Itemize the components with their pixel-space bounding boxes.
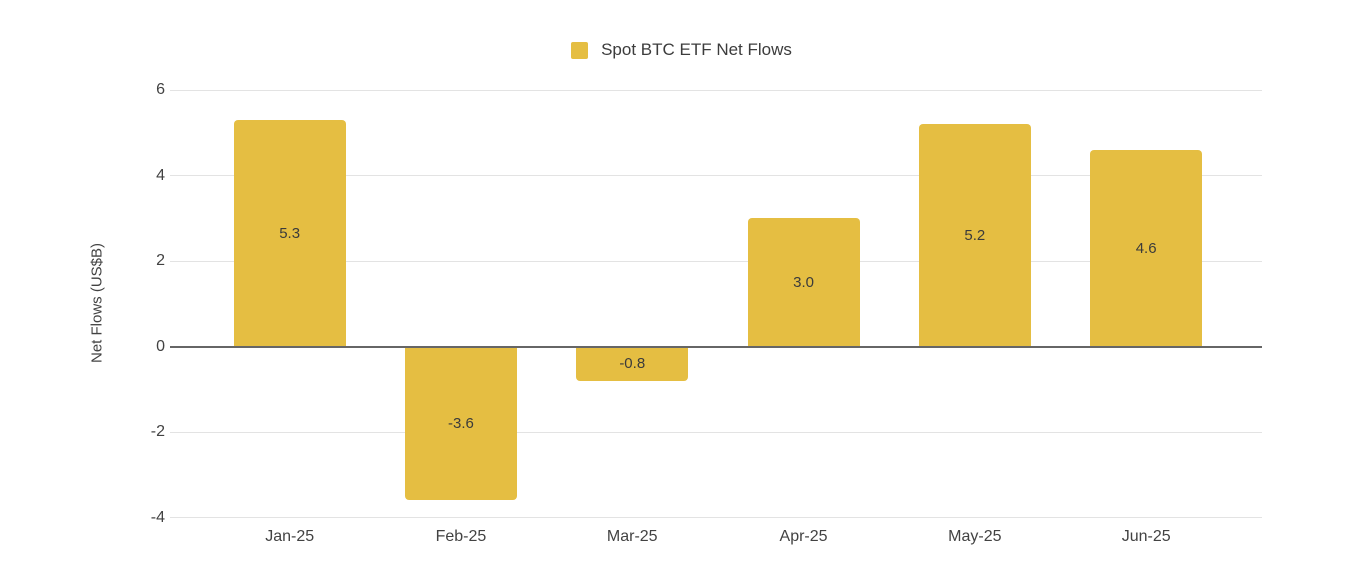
- bar-apr-25[interactable]: 3.0: [747, 218, 860, 347]
- bar-value-label: 5.3: [279, 224, 301, 242]
- x-tick-label: Jun-25: [1121, 528, 1171, 545]
- bar-value-label: 4.6: [1135, 239, 1157, 257]
- y-tick-label: 6: [156, 81, 165, 98]
- y-tick-label: -2: [150, 423, 165, 440]
- bar-value-label: -0.8: [619, 355, 646, 373]
- x-tick-label: Jan-25: [265, 528, 315, 545]
- gridline: [170, 431, 1262, 433]
- bar-value-label: -3.6: [448, 414, 474, 432]
- bar-value-label: 3.0: [793, 273, 814, 291]
- x-tick-label: Feb-25: [435, 528, 487, 545]
- bar-feb-25[interactable]: -3.6: [404, 346, 517, 501]
- x-tick-label: May-25: [948, 528, 1002, 545]
- bar-value-label: 5.2: [964, 226, 986, 244]
- bar-may-25[interactable]: 5.2: [918, 124, 1031, 347]
- y-tick-label: -4: [150, 508, 165, 526]
- y-tick-label: 4: [156, 166, 165, 184]
- bar-jan-25[interactable]: 5.3: [233, 119, 346, 347]
- legend-label: Spot BTC ETF Net Flows: [601, 40, 792, 59]
- gridline: [170, 260, 1262, 262]
- zero-axis-line: [170, 345, 1262, 348]
- legend-swatch-icon: [571, 41, 589, 59]
- x-tick-label: Mar-25: [606, 528, 658, 545]
- gridline: [170, 517, 1262, 518]
- bar-mar-25[interactable]: -0.8: [576, 346, 689, 381]
- gridline: [170, 89, 1262, 91]
- legend-item[interactable]: Spot BTC ETF Net Flows: [571, 40, 792, 60]
- y-tick-label: 2: [156, 252, 165, 269]
- legend: Spot BTC ETF Net Flows: [0, 40, 1363, 60]
- gridline: [170, 175, 1262, 176]
- x-tick-label: Apr-25: [779, 528, 828, 545]
- y-tick-label: 0: [156, 337, 165, 355]
- bar-jun-25[interactable]: 4.6: [1090, 149, 1203, 347]
